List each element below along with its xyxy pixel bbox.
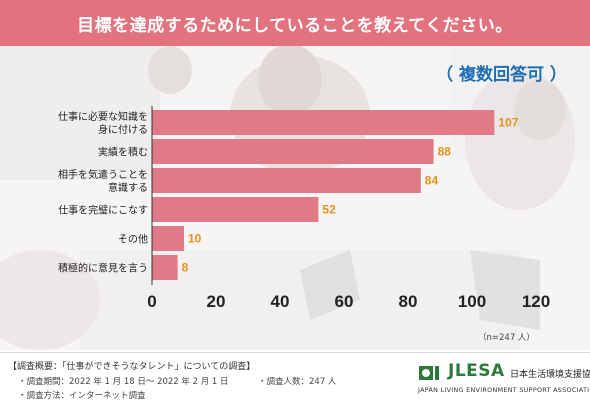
bar-value-label: 8 (182, 261, 189, 275)
bar-value-label: 107 (498, 116, 518, 130)
bar (152, 255, 178, 280)
logo-japanese-name: 日本生活環境支援協会 (510, 370, 590, 380)
x-tick-label: 120 (522, 292, 550, 311)
x-tick-label: 40 (271, 292, 290, 311)
logo-english-name: JAPAN LIVING ENVIRONMENT SUPPORT ASSOCIA… (418, 386, 590, 394)
logo-name: JLESA (448, 361, 505, 381)
category-label: その他 (118, 233, 148, 246)
category-label: 仕事に必要な知識を身に付ける (58, 110, 148, 136)
survey-period: ・調査期間：2022 年 1 月 18 日〜 2022 年 2 月 1 日 (18, 377, 229, 387)
category-label: 相手を気遣うことを意識する (58, 168, 148, 194)
category-label: 実績を積む (98, 146, 148, 159)
bar-value-label: 84 (425, 174, 439, 188)
survey-title: 【調査概要：「仕事ができそうなタレント」についての調査】 (8, 362, 256, 372)
bar (152, 168, 421, 193)
bar-value-label: 88 (438, 145, 452, 159)
survey-footer: 【調査概要：「仕事ができそうなタレント」についての調査】 ・調査期間：2022 … (0, 352, 590, 411)
bar (152, 197, 319, 222)
survey-count: ・調査人数：247 人 (258, 377, 337, 387)
bar (152, 110, 495, 135)
x-tick-label: 20 (207, 292, 226, 311)
jlesa-logo: JLESA 日本生活環境支援協会 JAPAN LIVING ENVIRONMEN… (418, 360, 590, 406)
x-tick-label: 60 (335, 292, 354, 311)
header-bar: 目標を達成するためにしていることを教えてください。 (0, 0, 590, 46)
x-tick-label: 0 (147, 292, 156, 311)
bar-value-label: 10 (188, 232, 202, 246)
sample-size-note: （n=247 人） (478, 333, 535, 343)
bar-chart: 仕事に必要な知識を身に付ける実績を積む相手を気遣うことを意識する仕事を完璧にこな… (58, 106, 550, 311)
multiple-answers-label: （ 複数回答可 ） (436, 65, 567, 85)
bar (152, 139, 434, 164)
category-label: 仕事を完璧にこなす (58, 204, 148, 217)
x-tick-label: 100 (458, 292, 486, 311)
logo-mark-icon (419, 366, 439, 380)
page-title: 目標を達成するためにしていることを教えてください。 (77, 15, 513, 36)
bar (152, 226, 184, 251)
x-tick-label: 80 (399, 292, 418, 311)
category-label: 積極的に意見を言う (58, 262, 148, 275)
survey-method: ・調査方法：インターネット調査 (18, 391, 146, 401)
bar-value-label: 52 (322, 203, 336, 217)
